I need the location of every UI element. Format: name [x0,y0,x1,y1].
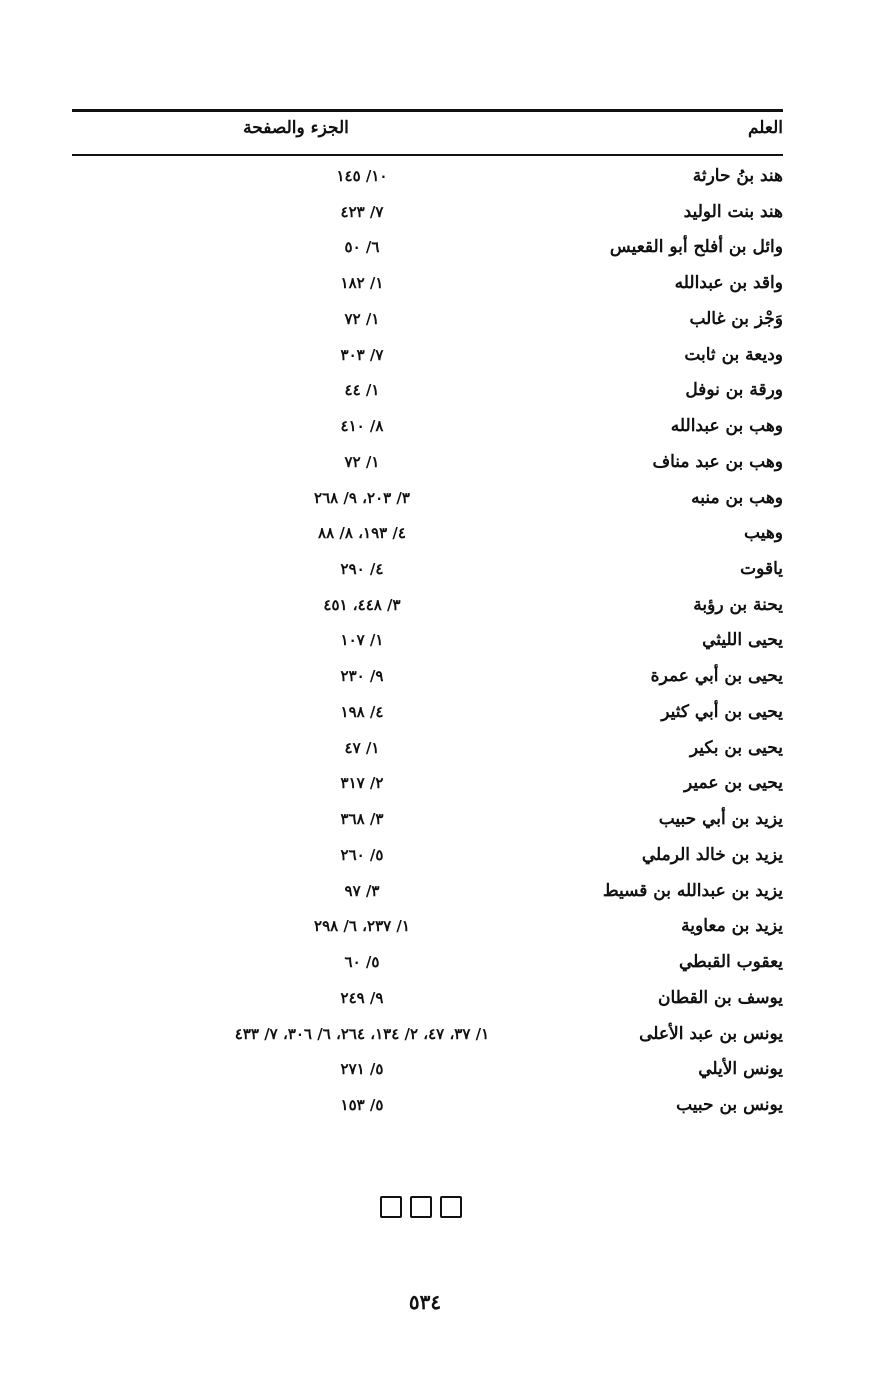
table-row: يوسف بن القطان ٩/ ٢٤٩ [72,988,783,1018]
person-name: وهب بن عبدالله [670,416,783,437]
table-row: يونس بن حبيب ٥/ ١٥٣ [72,1095,783,1125]
square-icon [440,1196,462,1218]
square-ornaments [380,1196,462,1218]
volume-page-reference: ١/ ٤٤ [344,381,380,400]
header-rule [72,154,783,156]
volume-page-reference: ٦/ ٥٠ [344,238,380,257]
volume-page-reference: ١/ ٧٢ [344,309,380,328]
person-name: يزيد بن عبدالله بن قسيط [602,880,783,901]
person-name: يحنة بن رؤبة [693,594,783,615]
person-name: يونس الأيلي [698,1059,783,1080]
volume-page-reference: ٧/ ٤٢٣ [340,202,384,221]
person-name: يوسف بن القطان [658,987,783,1008]
person-name: وَجْز بن غالب [689,308,783,329]
table-row: وَجْز بن غالب ١/ ٧٢ [72,309,783,339]
volume-page-reference: ٣/ ٩٧ [344,881,380,900]
volume-page-reference: ٩/ ٢٣٠ [340,667,384,686]
table-row: يحيى بن عمير ٢/ ٣١٧ [72,773,783,803]
table-row: يونس بن عبد الأعلى ١/ ٣٧، ٤٧، ٢/ ١٣٤، ٢٦٤… [72,1024,783,1054]
person-name: يحيى بن عمير [684,773,783,794]
header-name-column: العلم [747,118,783,138]
volume-page-reference: ٣/ ٣٦٨ [340,810,384,829]
person-name: ياقوت [740,559,783,580]
volume-page-reference: ١/ ٤٧ [344,738,380,757]
person-name: يحيى بن أبي عمرة [650,666,783,687]
table-row: وهب بن عبد مناف ١/ ٧٢ [72,452,783,482]
volume-page-reference: ١/ ١٨٢ [340,274,384,293]
table-row: يزيد بن أبي حبيب ٣/ ٣٦٨ [72,809,783,839]
volume-page-reference: ٥/ ٢٧١ [340,1060,384,1079]
volume-page-reference: ١/ ٢٣٧، ٦/ ٢٩٨ [314,917,410,936]
table-row: يحيى بن أبي كثير ٤/ ١٩٨ [72,702,783,732]
table-row: هند بنُ حارثة ١٠/ ١٤٥ [72,166,784,196]
person-name: يونس بن عبد الأعلى [639,1023,783,1044]
volume-page-reference: ٤/ ٢٩٠ [340,560,384,579]
volume-page-reference: ١/ ٣٧، ٤٧، ٢/ ١٣٤، ٢٦٤، ٦/ ٣٠٦، ٧/ ٤٣٣ [234,1024,490,1043]
table-row: هند بنت الوليد ٧/ ٤٢٣ [72,202,783,232]
square-icon [380,1196,402,1218]
volume-page-reference: ٢/ ٣١٧ [340,774,384,793]
table-row: وهيب ٤/ ١٩٣، ٨/ ٨٨ [72,523,783,553]
person-name: يحيى بن أبي كثير [661,701,783,722]
table-row: يحيى بن أبي عمرة ٩/ ٢٣٠ [72,666,783,696]
volume-page-reference: ٩/ ٢٤٩ [340,988,384,1007]
person-name: يحيى الليثي [702,630,783,651]
volume-page-reference: ٥/ ١٥٣ [340,1095,384,1114]
person-name: يحيى بن بكير [689,737,783,758]
person-name: يعقوب القبطي [679,952,783,973]
volume-page-reference: ٧/ ٣٠٣ [340,345,384,364]
person-name: وهب بن منبه [691,487,783,508]
table-row: وديعة بن ثابت ٧/ ٣٠٣ [72,345,783,375]
table-row: يحنة بن رؤبة ٣/ ٤٤٨، ٤٥١ [72,595,783,625]
person-name: هند بنُ حارثة [692,166,783,186]
table-row: يزيد بن عبدالله بن قسيط ٣/ ٩٧ [72,881,783,911]
volume-page-reference: ٣/ ٤٤٨، ٤٥١ [323,595,401,614]
volume-page-reference: ٣/ ٢٠٣، ٩/ ٢٦٨ [314,488,410,507]
table-row: يزيد بن خالد الرملي ٥/ ٢٦٠ [72,845,783,875]
volume-page-reference: ٤/ ١٩٣، ٨/ ٨٨ [318,524,406,543]
volume-page-reference: ٥/ ٦٠ [344,953,380,972]
header-reference-column: الجزء والصفحة [243,118,349,138]
person-name: وائل بن أفلح أبو القعيس [609,237,783,258]
person-name: وهيب [744,523,783,544]
table-row: يحيى الليثي ١/ ١٠٧ [72,630,783,660]
square-icon [410,1196,432,1218]
person-name: وهب بن عبد مناف [652,451,783,472]
table-row: وهب بن عبدالله ٨/ ٤١٠ [72,416,783,446]
person-name: واقد بن عبدالله [674,273,783,294]
table-row: يزيد بن معاوية ١/ ٢٣٧، ٦/ ٢٩٨ [72,916,783,946]
person-name: يونس بن حبيب [676,1094,783,1115]
table-row: واقد بن عبدالله ١/ ١٨٢ [72,273,783,303]
volume-page-reference: ٥/ ٢٦٠ [340,845,384,864]
table-row: يحيى بن بكير ١/ ٤٧ [72,738,783,768]
table-row: ورقة بن نوفل ١/ ٤٤ [72,380,783,410]
table-row: يونس الأيلي ٥/ ٢٧١ [72,1059,783,1089]
table-row: وائل بن أفلح أبو القعيس ٦/ ٥٠ [72,237,783,267]
person-name: يزيد بن أبي حبيب [658,809,783,830]
table-row: ياقوت ٤/ ٢٩٠ [72,559,783,589]
top-rule [72,109,783,112]
person-name: ورقة بن نوفل [685,380,783,401]
volume-page-reference: ٨/ ٤١٠ [340,417,384,436]
volume-page-reference: ١/ ١٠٧ [340,631,384,650]
person-name: هند بنت الوليد [683,201,783,222]
volume-page-reference: ١/ ٧٢ [344,452,380,471]
page-number: ٥٣٤ [408,1290,442,1314]
person-name: وديعة بن ثابت [684,344,783,365]
person-name: يزيد بن معاوية [681,916,783,937]
person-name: يزيد بن خالد الرملي [641,844,783,865]
volume-page-reference: ٤/ ١٩٨ [340,702,384,721]
table-row: وهب بن منبه ٣/ ٢٠٣، ٩/ ٢٦٨ [72,488,783,518]
table-row: يعقوب القبطي ٥/ ٦٠ [72,952,783,982]
volume-page-reference: ١٠/ ١٤٥ [336,167,388,185]
